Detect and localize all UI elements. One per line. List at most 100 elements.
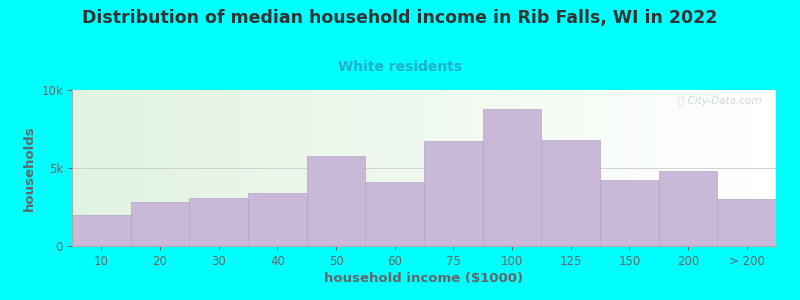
Bar: [550, 90, 558, 246]
Bar: [706, 90, 713, 246]
Bar: [607, 90, 614, 246]
Bar: [318, 90, 326, 246]
Bar: [424, 90, 431, 246]
Bar: [86, 90, 93, 246]
Bar: [269, 90, 276, 246]
Bar: [417, 90, 424, 246]
Bar: [234, 90, 241, 246]
Bar: [628, 90, 635, 246]
Bar: [734, 90, 741, 246]
Bar: [220, 90, 227, 246]
Bar: [494, 90, 502, 246]
Bar: [614, 90, 621, 246]
Bar: [130, 202, 190, 246]
Bar: [487, 90, 494, 246]
Bar: [333, 90, 339, 246]
Bar: [72, 215, 130, 246]
Bar: [100, 90, 107, 246]
X-axis label: household income ($1000): household income ($1000): [325, 272, 523, 285]
Bar: [326, 90, 333, 246]
Bar: [122, 90, 128, 246]
Bar: [593, 90, 600, 246]
Bar: [480, 90, 487, 246]
Bar: [79, 90, 86, 246]
Bar: [255, 90, 262, 246]
Bar: [650, 90, 656, 246]
Bar: [339, 90, 346, 246]
Bar: [482, 109, 542, 246]
Bar: [206, 90, 213, 246]
Bar: [107, 90, 114, 246]
Bar: [600, 90, 607, 246]
Bar: [600, 181, 658, 246]
Bar: [192, 90, 198, 246]
Bar: [163, 90, 170, 246]
Bar: [114, 90, 122, 246]
Bar: [306, 155, 366, 246]
Bar: [720, 90, 726, 246]
Text: White residents: White residents: [338, 60, 462, 74]
Bar: [537, 90, 544, 246]
Bar: [685, 90, 691, 246]
Text: Ⓢ City-Data.com: Ⓢ City-Data.com: [678, 96, 762, 106]
Bar: [311, 90, 318, 246]
Bar: [586, 90, 593, 246]
Bar: [762, 90, 769, 246]
Bar: [459, 90, 466, 246]
Bar: [157, 90, 163, 246]
Bar: [726, 90, 734, 246]
Bar: [663, 90, 670, 246]
Bar: [142, 90, 150, 246]
Bar: [530, 90, 537, 246]
Bar: [658, 171, 718, 246]
Bar: [241, 90, 248, 246]
Bar: [248, 90, 255, 246]
Bar: [424, 142, 482, 246]
Bar: [403, 90, 410, 246]
Bar: [438, 90, 445, 246]
Bar: [698, 90, 706, 246]
Bar: [135, 90, 142, 246]
Bar: [185, 90, 192, 246]
Bar: [283, 90, 290, 246]
Bar: [635, 90, 642, 246]
Bar: [565, 90, 572, 246]
Bar: [304, 90, 311, 246]
Bar: [128, 90, 135, 246]
Bar: [354, 90, 361, 246]
Bar: [178, 90, 185, 246]
Bar: [262, 90, 269, 246]
Bar: [642, 90, 650, 246]
Bar: [515, 90, 522, 246]
Bar: [572, 90, 579, 246]
Bar: [72, 90, 79, 246]
Bar: [227, 90, 234, 246]
Bar: [656, 90, 663, 246]
Bar: [396, 90, 403, 246]
Bar: [579, 90, 586, 246]
Bar: [678, 90, 685, 246]
Bar: [713, 90, 720, 246]
Bar: [298, 90, 304, 246]
Bar: [452, 90, 459, 246]
Bar: [621, 90, 628, 246]
Bar: [502, 90, 509, 246]
Bar: [198, 90, 206, 246]
Y-axis label: households: households: [22, 125, 36, 211]
Bar: [466, 90, 474, 246]
Bar: [670, 90, 678, 246]
Bar: [410, 90, 417, 246]
Bar: [509, 90, 515, 246]
Bar: [755, 90, 762, 246]
Bar: [368, 90, 374, 246]
Bar: [170, 90, 178, 246]
Bar: [290, 90, 298, 246]
Bar: [346, 90, 354, 246]
Bar: [93, 90, 100, 246]
Bar: [361, 90, 368, 246]
Bar: [718, 199, 776, 246]
Bar: [542, 140, 600, 246]
Bar: [190, 198, 248, 246]
Bar: [445, 90, 452, 246]
Bar: [522, 90, 530, 246]
